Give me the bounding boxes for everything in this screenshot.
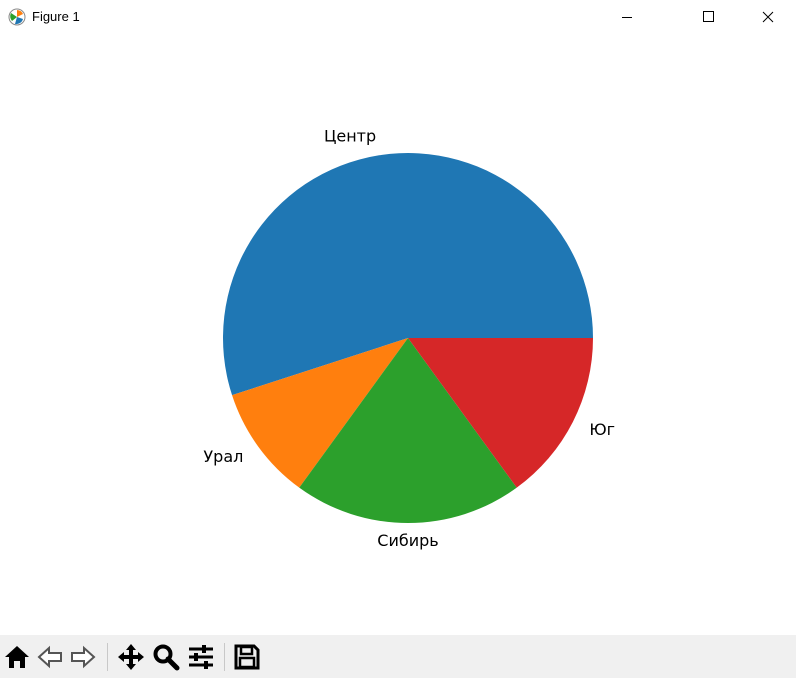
maximize-button[interactable] xyxy=(686,0,732,34)
pie-slice-3 xyxy=(408,338,593,488)
minimize-button[interactable] xyxy=(604,0,650,34)
pan-button[interactable] xyxy=(117,643,145,671)
pie-chart: Центр Урал Сибирь Юг xyxy=(203,127,615,550)
home-button[interactable] xyxy=(3,643,31,671)
zoom-button[interactable] xyxy=(152,643,180,671)
matplotlib-app-icon xyxy=(8,8,26,26)
pie-label: Урал xyxy=(203,447,243,466)
zoom-icon xyxy=(153,644,180,671)
pie-slice-2 xyxy=(299,338,517,523)
window-title: Figure 1 xyxy=(32,9,80,24)
pie-label: Юг xyxy=(589,420,615,439)
minimize-icon xyxy=(622,17,632,18)
home-icon xyxy=(5,646,29,668)
pie-label: Центр xyxy=(324,127,376,146)
back-icon xyxy=(37,645,62,669)
configure-subplots-button[interactable] xyxy=(187,643,215,671)
pie-slice-1 xyxy=(232,338,408,488)
navigation-toolbar xyxy=(0,635,796,678)
save-button[interactable] xyxy=(233,643,261,671)
forward-button[interactable] xyxy=(69,643,97,671)
pie-slice-0 xyxy=(222,152,593,396)
save-icon xyxy=(234,644,260,670)
pan-icon xyxy=(118,644,144,670)
close-button[interactable] xyxy=(745,0,791,34)
close-icon xyxy=(762,11,774,23)
title-bar: Figure 1 xyxy=(0,0,796,34)
pie-label: Сибирь xyxy=(377,531,438,550)
toolbar-separator xyxy=(107,643,108,671)
back-button[interactable] xyxy=(36,643,64,671)
maximize-icon xyxy=(703,11,714,22)
toolbar-separator xyxy=(224,643,225,671)
configure-subplots-icon xyxy=(189,645,213,669)
forward-icon xyxy=(71,645,96,669)
